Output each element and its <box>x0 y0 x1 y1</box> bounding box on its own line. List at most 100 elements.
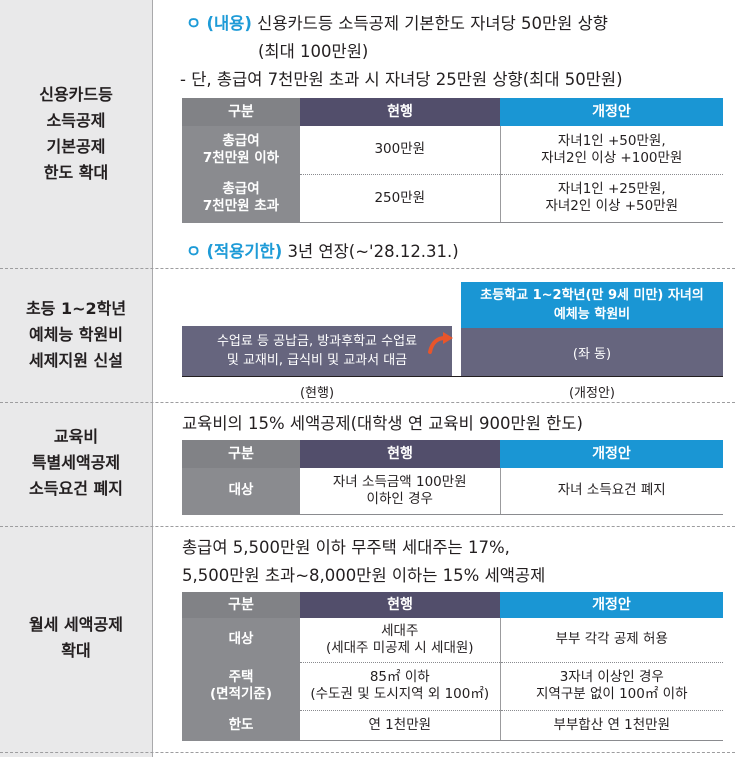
row-label-line: 7천만원 이하 <box>202 149 280 166</box>
period-text: 3년 연장(~'28.12.31.) <box>282 242 459 261</box>
section-label-elementary-academy: 초등 1~2학년 예체능 학원비 세제지원 신설 <box>0 296 152 374</box>
period-tag: (적용기한) <box>206 242 283 261</box>
current-line: (수도권 및 도시지역 외 100㎡) <box>310 686 490 702</box>
section-divider-2 <box>0 402 735 403</box>
label-line: 예체능 학원비 <box>29 325 123 344</box>
s1-note: - 단, 총급여 7천만원 초과 시 자녀당 25만원 상향(최대 50만원) <box>180 70 623 89</box>
row-label-line: 총급여 <box>222 181 260 197</box>
bullet-icon: ㅇ <box>186 242 202 261</box>
current-line: 자녀 소득금액 100만원 <box>332 473 467 490</box>
revised-line: 자녀1인 +50만원, <box>557 132 666 149</box>
current-line: (세대주 미공제 시 세대원) <box>325 639 474 656</box>
revised-line: 3자녀 이상인 경우 <box>559 669 664 685</box>
label-line: 특별세액공제 <box>31 453 121 472</box>
row-label: 대상 <box>182 618 300 662</box>
current-value: 250만원 <box>300 173 501 223</box>
column-divider <box>152 0 153 757</box>
s4-intro-line2: 5,500만원 초과~8,000만원 이하는 15% 세액공제 <box>182 566 546 585</box>
label-line: 소득공제 <box>46 111 106 130</box>
revised-line: 자녀2인 이상 +100만원 <box>541 149 683 166</box>
caption-revised: (개정안) <box>568 386 616 401</box>
row-label-line: 7천만원 초과 <box>202 198 280 214</box>
new-header-line: 초등학교 1~2학년(만 9세 미만) 자녀의 <box>480 288 704 303</box>
label-line: 초등 1~2학년 <box>25 299 127 318</box>
left-label-column <box>0 0 152 757</box>
row-label: 대상 <box>182 468 300 515</box>
label-line: 세제지원 신설 <box>29 351 123 370</box>
s4-intro-line1: 총급여 5,500만원 이하 무주택 세대주는 17%, <box>182 538 510 557</box>
s1-period-line: ㅇ (적용기한) 3년 연장(~'28.12.31.) <box>186 238 459 262</box>
current-value: 85㎡ 이하 (수도권 및 도시지역 외 100㎡) <box>300 661 501 710</box>
section-label-credit-card: 신용카드등 소득공제 기본공제 한도 확대 <box>0 82 152 186</box>
revised-value: 부부합산 연 1천만원 <box>500 709 723 741</box>
table-row: 주택 (면적기준) 85㎡ 이하 (수도권 및 도시지역 외 100㎡) 3자녀 이… <box>182 661 723 710</box>
table-row: 한도 연 1천만원 부부합산 연 1천만원 <box>182 709 723 741</box>
row-label-line: (면적기준) <box>209 686 273 702</box>
current-line: 85㎡ 이하 <box>369 669 430 685</box>
table-header: 현행 <box>300 440 500 468</box>
label-line: 신용카드등 <box>39 85 113 104</box>
s3-intro: 교육비의 15% 세액공제(대학생 연 교육비 900만원 한도) <box>182 414 583 433</box>
section-label-education: 교육비 특별세액공제 소득요건 폐지 <box>0 424 152 502</box>
revised-value: 자녀1인 +25만원, 자녀2인 이상 +50만원 <box>500 173 723 223</box>
row-label-line: 총급여 <box>222 132 260 149</box>
section-label-rent: 월세 세액공제 확대 <box>0 612 152 664</box>
table-header: 개정안 <box>500 98 723 126</box>
s2-old-box: 수업료 등 공납금, 방과후학교 수업료 및 교재비, 급식비 및 교과서 대금 <box>182 326 452 376</box>
table-header: 현행 <box>300 98 500 126</box>
row-label: 한도 <box>182 709 300 741</box>
revised-value: 자녀 소득요건 폐지 <box>500 468 723 515</box>
revised-value: 3자녀 이상인 경우 지역구분 없이 100㎡ 이하 <box>500 661 723 710</box>
revised-value: 자녀1인 +50만원, 자녀2인 이상 +100만원 <box>500 126 723 174</box>
table-header: 개정안 <box>500 440 723 468</box>
current-line: 세대주 <box>381 622 419 639</box>
table-header: 구분 <box>182 440 300 468</box>
s1-content-line: ㅇ (내용) 신용카드등 소득공제 기본한도 자녀당 50만원 상향 <box>186 10 608 34</box>
section-divider-4 <box>0 752 735 753</box>
bullet-icon: ㅇ <box>186 14 202 33</box>
new-header-line: 예체능 학원비 <box>553 307 631 322</box>
section-divider-3 <box>0 526 735 527</box>
old-line: 및 교재비, 급식비 및 교과서 대금 <box>226 353 408 368</box>
table-header: 현행 <box>300 592 500 618</box>
current-value: 세대주 (세대주 미공제 시 세대원) <box>300 618 501 662</box>
s2-new-body-box: (좌 동) <box>461 328 723 376</box>
label-line: 소득요건 폐지 <box>29 479 123 498</box>
table-header: 구분 <box>182 592 300 618</box>
table-row: 대상 세대주 (세대주 미공제 시 세대원) 부부 각각 공제 허용 <box>182 618 723 662</box>
current-line: 이하인 경우 <box>366 490 433 507</box>
caption-current: (현행) <box>299 386 335 401</box>
row-label-line: 주택 <box>228 669 254 685</box>
current-value: 자녀 소득금액 100만원 이하인 경우 <box>300 468 501 515</box>
s4-table: 구분 현행 개정안 대상 세대주 (세대주 미공제 시 세대원) 부부 각각 공제… <box>182 592 723 741</box>
content-text: 신용카드등 소득공제 기본한도 자녀당 50만원 상향 <box>251 14 608 33</box>
s2-baseline <box>182 376 723 377</box>
curved-arrow-icon <box>428 332 453 354</box>
label-line: 교육비 <box>53 427 99 446</box>
row-label: 총급여 7천만원 초과 <box>182 173 300 223</box>
row-label: 총급여 7천만원 이하 <box>182 126 300 174</box>
revised-value: 부부 각각 공제 허용 <box>500 618 723 662</box>
revised-line: 자녀1인 +25만원, <box>557 181 666 197</box>
s3-table: 구분 현행 개정안 대상 자녀 소득금액 100만원 이하인 경우 자녀 소득요건… <box>182 440 723 515</box>
revised-line: 지역구분 없이 100㎡ 이하 <box>535 686 688 702</box>
old-line: 수업료 등 공납금, 방과후학교 수업료 <box>216 334 418 349</box>
table-row: 대상 자녀 소득금액 100만원 이하인 경우 자녀 소득요건 폐지 <box>182 468 723 515</box>
s1-table: 구분 현행 개정안 총급여 7천만원 이하 300만원 자녀1인 +50만원, 자녀… <box>182 98 723 223</box>
label-line: 월세 세액공제 <box>29 615 123 634</box>
label-line: 한도 확대 <box>43 163 109 182</box>
table-row: 총급여 7천만원 초과 250만원 자녀1인 +25만원, 자녀2인 이상 +50만… <box>182 173 723 223</box>
content-tag: (내용) <box>206 14 252 33</box>
s1-content-line2: (최대 100만원) <box>258 42 369 61</box>
row-label: 주택 (면적기준) <box>182 661 300 710</box>
label-line: 기본공제 <box>46 137 106 156</box>
table-row: 총급여 7천만원 이하 300만원 자녀1인 +50만원, 자녀2인 이상 +100… <box>182 126 723 174</box>
table-header: 개정안 <box>500 592 723 618</box>
current-value: 연 1천만원 <box>300 709 501 741</box>
revised-line: 자녀2인 이상 +50만원 <box>545 198 679 214</box>
label-line: 확대 <box>61 641 91 660</box>
table-header: 구분 <box>182 98 300 126</box>
current-value: 300만원 <box>300 126 501 174</box>
section-divider-1 <box>0 268 735 269</box>
s2-new-header-box: 초등학교 1~2학년(만 9세 미만) 자녀의 예체능 학원비 <box>461 282 723 328</box>
